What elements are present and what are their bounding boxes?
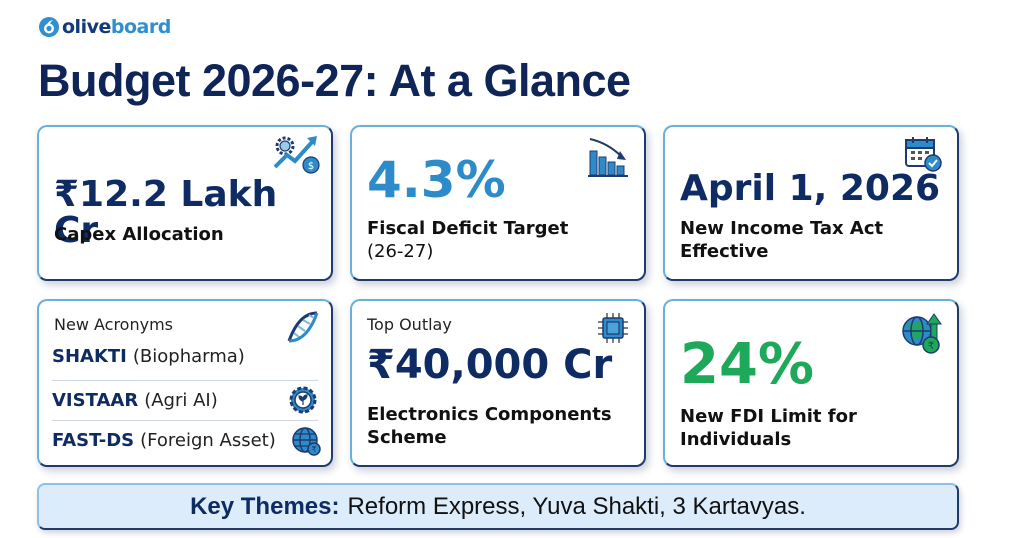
globe-rupee-up-arrow-icon: ₹	[902, 313, 942, 354]
olive-drop-logo-icon	[39, 17, 59, 37]
fiscal-year-sublabel: (26-27)	[367, 241, 434, 263]
income-tax-act-card: April 1, 2026 New Income Tax Act Effecti…	[663, 125, 959, 281]
top-outlay-card: Top Outlay ₹40,000 Cr Electronics Compon…	[350, 299, 646, 467]
divider	[52, 420, 318, 421]
growth-gear-dollar-icon: $	[273, 136, 320, 174]
svg-text:$: $	[308, 161, 314, 172]
top-outlay-value: ₹40,000 Cr	[367, 342, 613, 388]
income-tax-act-label: New Income Tax Act Effective	[680, 218, 884, 263]
acronym-item-vistaar: VISTAAR (Agri AI)	[52, 389, 218, 411]
page-title: Budget 2026-27: At a Glance	[38, 55, 631, 106]
acronym-item-shakti: SHAKTI (Biopharma)	[52, 345, 245, 367]
microchip-icon	[598, 313, 628, 343]
brand-name: oliveboard	[62, 16, 171, 38]
capex-card: $ ₹12.2 Lakh Cr Capex Allocation	[37, 125, 333, 281]
fdi-limit-card: ₹ 24% New FDI Limit for Individuals	[663, 299, 959, 467]
acronyms-heading: New Acronyms	[54, 315, 173, 334]
calendar-check-icon	[905, 137, 942, 172]
top-outlay-label: Electronics Components Scheme	[367, 404, 612, 449]
svg-text:₹: ₹	[928, 341, 934, 352]
fiscal-deficit-label: Fiscal Deficit Target (26-27)	[367, 218, 569, 263]
acronym-item-fast-ds: FAST-DS (Foreign Asset)	[52, 429, 276, 451]
declining-bar-chart-icon	[588, 138, 628, 177]
top-outlay-heading: Top Outlay	[367, 315, 452, 334]
effective-date-value: April 1, 2026	[680, 168, 941, 209]
key-themes-label: Key Themes:	[190, 492, 340, 520]
divider	[52, 380, 318, 381]
key-themes-banner: Key Themes: Reform Express, Yuva Shakti,…	[37, 483, 959, 530]
capex-label: Capex Allocation	[54, 224, 224, 245]
fiscal-deficit-value: 4.3%	[367, 151, 506, 209]
gear-plant-icon	[289, 386, 317, 414]
svg-text:₹: ₹	[311, 445, 316, 454]
fiscal-deficit-card: 4.3% Fiscal Deficit Target (26-27)	[350, 125, 646, 281]
acronyms-card: New Acronyms SHAKTI (Biopharma) VISTAAR …	[37, 299, 333, 467]
fdi-limit-label: New FDI Limit for Individuals	[680, 406, 857, 451]
key-themes-text: Reform Express, Yuva Shakti, 3 Kartavyas…	[347, 492, 806, 520]
dna-icon	[287, 311, 319, 343]
capex-value: ₹12.2 Lakh Cr	[54, 174, 278, 251]
globe-rupee-icon: ₹	[292, 427, 321, 456]
fdi-limit-value: 24%	[680, 332, 815, 397]
oliveboard-logo: oliveboard	[38, 16, 171, 38]
